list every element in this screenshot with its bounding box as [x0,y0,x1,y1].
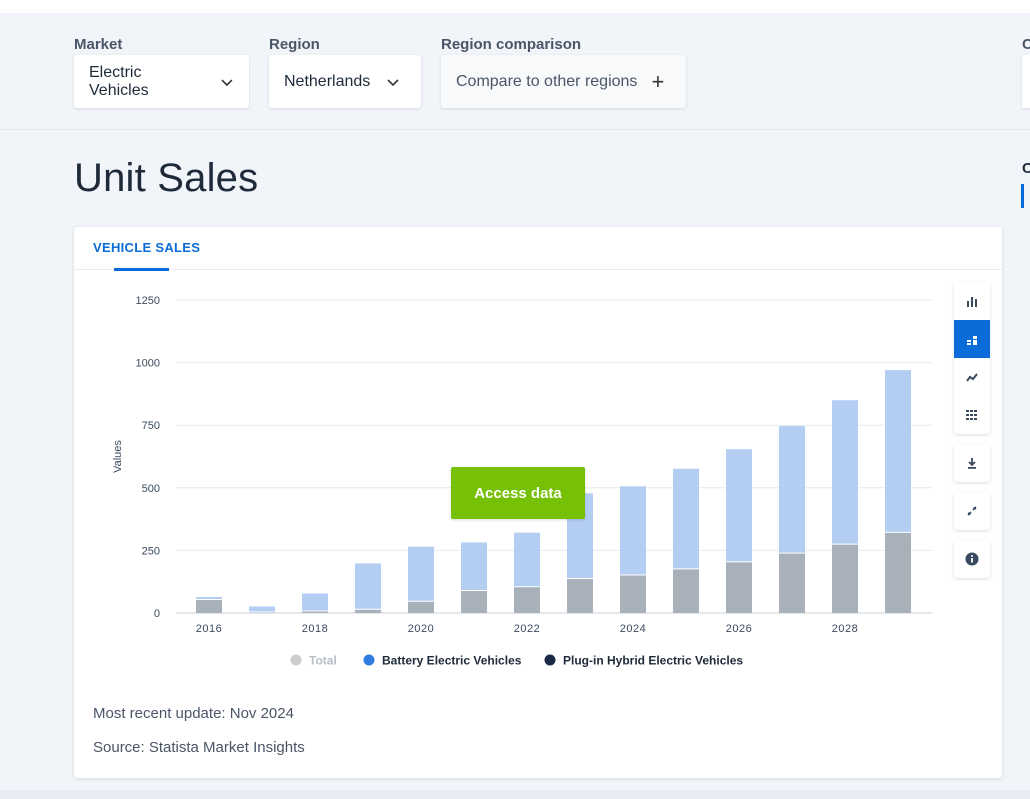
market-label: Market [74,36,123,53]
region-label: Region [269,36,320,53]
bar-phev-2021 [461,590,487,613]
info-icon [965,552,979,566]
bottom-strip [0,790,1030,799]
expand-icon [967,506,977,516]
bar-bev-2022 [514,532,540,587]
legend-label: Total [309,654,337,668]
source-text: Source: Statista Market Insights [93,739,305,756]
y-tick-label: 750 [142,420,160,432]
bar-phev-2019 [355,609,381,613]
legend-marker [290,654,302,666]
page-title: Unit Sales [74,156,259,200]
bar-bev-2027 [779,425,805,554]
x-tick-label: 2024 [620,623,646,635]
cut-off-filter-box[interactable] [1022,55,1030,108]
chart-type-group [954,282,990,434]
market-value: Electric Vehicles [89,63,149,99]
region-comparison-label: Region comparison [441,36,582,53]
plus-icon: + [651,68,665,94]
expand-button[interactable] [954,492,990,530]
stacked-bar-icon [967,336,977,345]
x-tick-label: 2028 [832,623,858,635]
x-tick-label: 2022 [514,623,540,635]
bar-bev-2024 [620,486,646,575]
x-tick-label: 2016 [196,623,222,635]
bar-phev-2020 [408,601,434,613]
y-axis-label: Values [112,440,124,473]
bar-phev-2016 [196,599,222,613]
chart-card: VEHICLE SALES 0 250 500 750 1000 1250 Values 20… [74,227,1002,778]
cut-off-filter-label: C [1022,36,1030,53]
trend-line-button[interactable] [954,358,990,396]
region-dropdown[interactable]: Netherlands [269,55,421,108]
bar-bev-2021 [461,542,487,591]
info-button[interactable] [954,540,990,578]
download-icon [968,458,976,469]
x-tick-label: 2018 [302,623,328,635]
bar-bev-2017 [249,606,275,612]
tab-underline [114,268,169,271]
chevron-down-icon [221,78,233,86]
legend-label: Battery Electric Vehicles [382,654,522,668]
access-data-button[interactable]: Access data [451,467,585,519]
cut-off-side-label: C [1022,160,1030,177]
bar-phev-2023 [567,578,593,613]
bar-bev-2019 [355,563,381,610]
y-tick-label: 500 [142,483,160,495]
bar-phev-2026 [726,561,752,613]
bar-chart-button[interactable] [954,282,990,320]
bar-phev-2017 [249,611,275,613]
region-comparison-filter: Region comparison Compare to other regio… [441,36,686,108]
recent-update-text: Most recent update: Nov 2024 [93,705,294,722]
tab-bar: VEHICLE SALES [74,227,1002,271]
top-strip [0,0,1030,13]
table-view-button[interactable] [954,396,990,434]
bar-phev-2022 [514,586,540,613]
expand-group [954,492,990,530]
trend-line-icon [966,373,978,382]
market-filter: Market Electric Vehicles [74,36,249,108]
compare-regions-button[interactable]: Compare to other regions + [441,55,686,108]
download-button[interactable] [954,444,990,482]
region-filter: Region Netherlands [269,36,421,108]
y-tick-label: 1000 [136,358,160,370]
bar-bev-2029 [885,370,911,533]
tab-vehicle-sales[interactable]: VEHICLE SALES [93,240,201,255]
bar-chart-icon [967,297,977,307]
bar-bev-2028 [832,400,858,545]
compare-regions-text: Compare to other regions [456,72,638,90]
chevron-down-icon [387,78,399,86]
y-tick-label: 1250 [136,295,160,307]
bar-phev-2028 [832,544,858,613]
info-group [954,540,990,578]
download-group [954,444,990,482]
x-tick-label: 2020 [408,623,434,635]
filter-bar: Market Electric Vehicles Region Netherla… [0,13,1030,130]
bar-phev-2018 [302,610,328,613]
bar-phev-2024 [620,574,646,613]
y-tick-label: 250 [142,545,160,557]
table-icon [966,410,977,420]
bar-bev-2018 [302,593,328,611]
region-value: Netherlands [284,72,371,90]
bar-bev-2016 [196,596,222,600]
x-tick-label: 2026 [726,623,752,635]
market-dropdown[interactable]: Electric Vehicles [74,55,249,108]
bar-bev-2020 [408,546,434,602]
legend-marker [544,654,556,666]
bar-phev-2027 [779,553,805,613]
bar-phev-2025 [673,568,699,613]
y-tick-label: 0 [154,608,160,620]
bar-phev-2029 [885,532,911,613]
legend-label: Plug-in Hybrid Electric Vehicles [563,654,743,668]
side-accent-bar [1021,184,1024,208]
stacked-bar-button[interactable] [954,320,990,358]
bar-bev-2025 [673,468,699,569]
bar-bev-2026 [726,449,752,562]
legend-marker [363,654,375,666]
chart-toolbar [954,282,990,588]
